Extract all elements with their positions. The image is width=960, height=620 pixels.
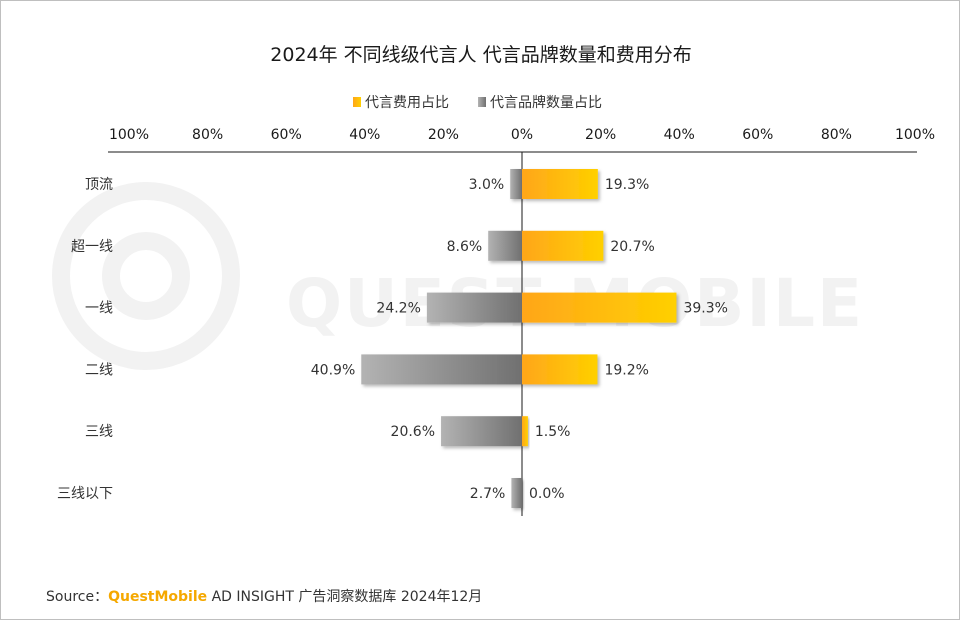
- chart-title: 2024年 不同线级代言人 代言品牌数量和费用分布: [270, 44, 691, 66]
- x-tick-label-3: 40%: [349, 127, 380, 143]
- value-label-brand-count-4: 20.6%: [391, 424, 435, 440]
- value-label-brand-count-3: 40.9%: [311, 362, 355, 378]
- bar-brand-count-0: [510, 169, 522, 199]
- source-note: Source：QuestMobile AD INSIGHT 广告洞察数据库 20…: [46, 586, 482, 606]
- value-label-brand-count-1: 8.6%: [447, 239, 483, 255]
- bar-fee-share-4: [522, 416, 528, 447]
- bar-brand-count-2: [426, 292, 522, 323]
- bar-fee-share-1: [522, 230, 604, 261]
- value-label-fee-share-3: 19.2%: [604, 362, 648, 378]
- bar-brand-count-5: [511, 478, 522, 508]
- legend: 代言费用占比 代言品牌数量占比: [353, 94, 602, 111]
- legend-swatch-0: [353, 97, 361, 107]
- legend-label-0: 代言费用占比: [365, 95, 449, 111]
- bar-fee-share-2: [522, 292, 677, 323]
- x-tick-label-9: 80%: [821, 127, 852, 143]
- x-tick-label-0: 100%: [109, 127, 149, 143]
- bar-brand-count-1: [488, 230, 522, 261]
- bars: [361, 169, 677, 508]
- legend-swatch-1: [478, 97, 486, 107]
- source-prefix: Source：: [46, 589, 109, 605]
- value-label-brand-count-5: 2.7%: [470, 486, 506, 502]
- x-tick-label-2: 60%: [271, 127, 302, 143]
- value-label-brand-count-2: 24.2%: [376, 301, 420, 317]
- value-label-fee-share-0: 19.3%: [605, 177, 649, 193]
- category-label-2: 一线: [85, 301, 113, 317]
- watermark-logo: QUEST MOBILE: [52, 182, 862, 370]
- category-label-5: 三线以下: [57, 486, 113, 502]
- x-tick-label-10: 100%: [895, 127, 935, 143]
- x-tick-label-8: 60%: [742, 127, 773, 143]
- x-tick-label-6: 20%: [585, 127, 616, 143]
- x-tick-label-4: 20%: [428, 127, 459, 143]
- value-label-fee-share-1: 20.7%: [610, 239, 654, 255]
- category-label-4: 三线: [85, 424, 113, 440]
- x-tick-label-7: 40%: [664, 127, 695, 143]
- x-tick-label-1: 80%: [192, 127, 223, 143]
- bar-brand-count-4: [441, 416, 522, 447]
- bar-brand-count-3: [361, 354, 522, 385]
- category-label-3: 二线: [85, 362, 113, 378]
- watermark-icon: [52, 182, 240, 370]
- category-label-0: 顶流: [85, 177, 113, 193]
- category-label-1: 超一线: [71, 239, 113, 255]
- x-axis: 100% 80% 60% 40% 20% 0% 20% 40% 60% 80% 100%: [108, 127, 935, 516]
- value-label-fee-share-5: 0.0%: [529, 486, 565, 502]
- value-label-brand-count-0: 3.0%: [469, 177, 505, 193]
- x-tick-label-5: 0%: [511, 127, 533, 143]
- value-label-fee-share-2: 39.3%: [683, 301, 727, 317]
- value-label-fee-share-4: 1.5%: [535, 424, 571, 440]
- source-brand: QuestMobile: [108, 589, 208, 605]
- source-suffix: AD INSIGHT 广告洞察数据库 2024年12月: [207, 589, 483, 605]
- bar-fee-share-3: [522, 354, 598, 385]
- legend-label-1: 代言品牌数量占比: [490, 94, 602, 111]
- bar-fee-share-0: [522, 169, 598, 199]
- value-labels: 3.0% 19.3% 8.6% 20.7% 24.2% 39.3% 40.9% 19.2% 20…: [311, 177, 728, 502]
